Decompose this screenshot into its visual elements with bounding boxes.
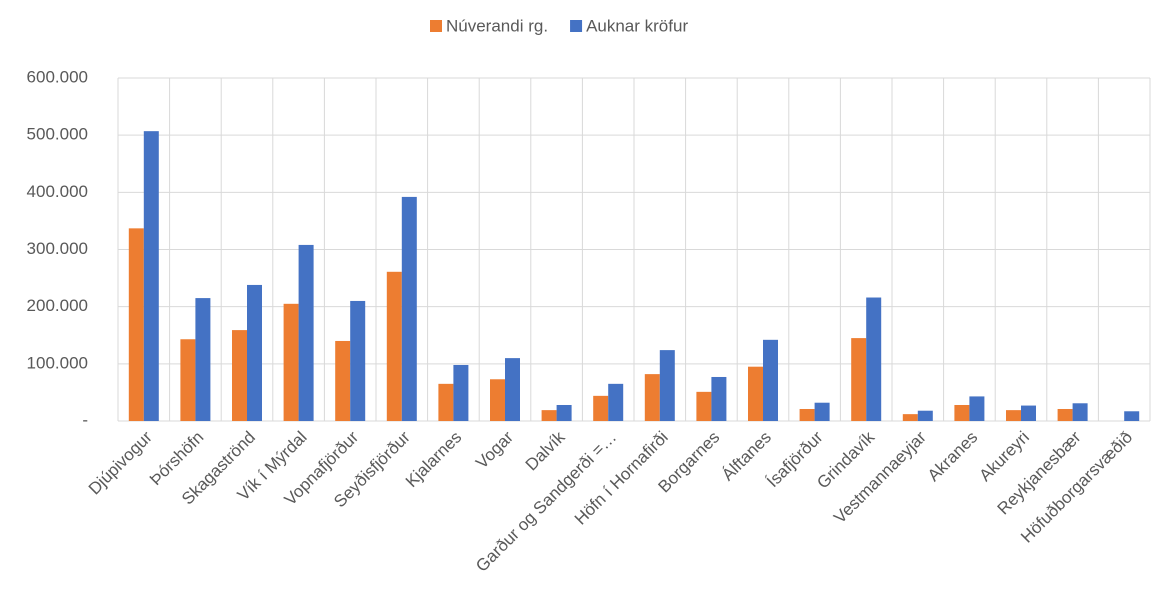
bar	[556, 404, 572, 421]
bar	[799, 408, 815, 421]
legend-swatch	[430, 20, 442, 32]
bar	[659, 350, 675, 421]
bar	[1006, 410, 1021, 421]
legend-label: Auknar kröfur	[586, 16, 688, 35]
bar	[814, 402, 830, 421]
bar	[748, 366, 763, 421]
x-tick-label: Vestmannaeyjar	[830, 427, 930, 527]
bar	[954, 404, 970, 421]
bar	[711, 376, 727, 421]
bar	[298, 244, 314, 421]
bar	[851, 338, 867, 421]
bar	[1124, 411, 1140, 421]
bar	[128, 228, 144, 421]
bar	[180, 339, 196, 421]
bar	[608, 383, 624, 421]
bar	[401, 196, 417, 421]
legend-swatch	[570, 20, 583, 32]
y-tick-label: 100.000	[27, 353, 88, 372]
y-tick-label: 400.000	[27, 182, 88, 201]
legend-label: Núverandi rg.	[446, 16, 548, 35]
bar	[335, 340, 351, 421]
bar	[969, 396, 985, 421]
bar	[232, 330, 247, 421]
bar	[763, 339, 778, 421]
bar	[283, 303, 299, 421]
y-tick-label: 600.000	[27, 67, 88, 86]
bar	[438, 383, 454, 421]
y-tick-label: 500.000	[27, 125, 88, 144]
bar	[1072, 403, 1088, 421]
bar	[453, 364, 469, 421]
bar	[247, 284, 262, 421]
x-tick-label: Höfn í Hornafirði	[571, 428, 672, 529]
x-tick-label: Akranes	[924, 428, 982, 486]
bar	[490, 379, 505, 421]
x-tick-label: Vogar	[472, 427, 517, 472]
bar	[1057, 408, 1073, 421]
bar	[644, 374, 660, 421]
bar	[1021, 405, 1036, 421]
y-tick-label: 300.000	[27, 239, 88, 258]
bar	[541, 410, 557, 421]
y-tick-label: -	[82, 410, 88, 429]
x-tick-label: Dalvík	[522, 427, 569, 474]
x-tick-label: Djúpivogur	[85, 427, 156, 498]
bar	[696, 391, 712, 421]
bar	[505, 358, 520, 421]
x-tick-label: Kjalarnes	[402, 428, 466, 492]
bar	[195, 298, 211, 421]
bar	[866, 297, 882, 421]
bar	[917, 410, 933, 421]
bar	[386, 271, 402, 421]
y-tick-label: 200.000	[27, 296, 88, 315]
bar	[350, 300, 366, 421]
bar	[593, 395, 609, 421]
bar	[143, 131, 159, 422]
bar	[902, 414, 918, 421]
